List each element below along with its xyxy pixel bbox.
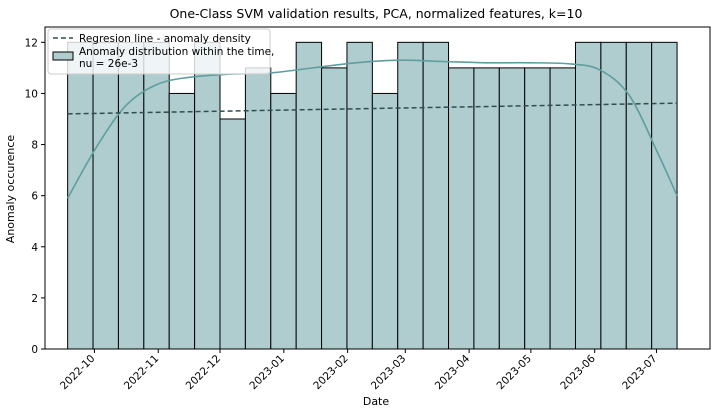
histogram-bar [574,41,602,350]
histogram-bar [321,67,348,350]
histogram-bar [524,67,551,350]
x-tick-label: 2023-02 [311,353,351,393]
histogram-bar [219,118,246,350]
histogram-bar [397,41,424,350]
histogram-bar [600,41,627,350]
histogram-bar [117,41,145,350]
y-tick-label: 12 [25,37,38,49]
histogram-bar [448,67,475,350]
x-axis: 2022-10 2022-11 2022-12 2023-01 2023-02 2023-… [58,349,660,392]
legend-distribution-label: Anomaly distribution within the time, nu … [79,46,274,70]
y-tick-label: 4 [31,242,38,254]
y-axis: 0 2 4 6 8 10 12 [25,37,45,356]
regression-line [67,102,678,115]
histogram-bar [498,67,526,350]
histogram-bar [371,92,399,350]
legend-box [47,28,271,75]
histogram-bar [346,41,373,350]
chart-title: One-Class SVM validation results, PCA, n… [170,6,583,21]
x-tick-label: 2023-06 [558,352,598,392]
histogram-bar [549,67,576,350]
y-tick-label: 6 [31,191,38,203]
histogram-bar [92,41,119,350]
histogram-bar [295,41,323,350]
legend-regression-label: Regresion line - anomaly density [79,33,251,45]
legend: Regresion line - anomaly densityAnomaly … [47,28,274,75]
legend-patch-swatch [52,51,74,61]
x-tick-label: 2023-01 [247,353,287,393]
x-tick-label: 2023-05 [494,353,534,393]
x-tick-label: 2023-04 [433,352,473,392]
x-tick-label: 2022-11 [122,353,162,393]
plot-frame [44,26,711,350]
histogram-bar [194,41,221,350]
y-tick-label: 10 [25,88,38,100]
x-tick-label: 2022-10 [58,353,98,393]
histogram-bar [67,41,94,350]
histogram-bar [625,41,653,350]
histogram-bar [168,92,196,350]
histogram-bar [270,92,297,350]
x-tick-label: 2022-12 [184,353,224,393]
histogram-bar [473,67,500,350]
y-tick-label: 0 [31,344,38,356]
histogram-bar [244,67,272,350]
histogram-bar [422,41,450,350]
x-tick-label: 2023-03 [369,353,409,393]
y-tick-label: 2 [31,293,38,305]
histogram-bar [651,41,678,350]
plot-area [44,26,711,350]
histogram-bar [143,41,170,350]
x-axis-label: Date [363,395,390,408]
density-curve [66,59,678,199]
x-tick-label: 2023-07 [620,353,660,393]
y-axis-label: Anomaly occurence [4,135,17,244]
y-tick-label: 8 [31,140,38,152]
